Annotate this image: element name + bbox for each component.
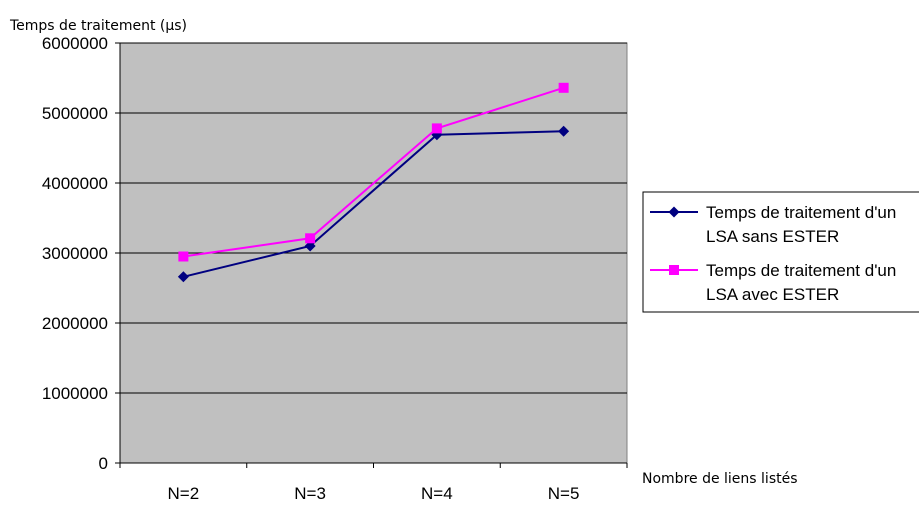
legend-label: LSA avec ESTER: [706, 285, 839, 304]
legend-swatch-marker: [668, 206, 680, 218]
x-tick-label: N=3: [294, 484, 326, 503]
y-axis-ticks: 0 1000000 2000000 3000000 4000000 5000000 6000…: [42, 34, 120, 473]
data-point-marker: [558, 125, 570, 137]
grid-lines: [119, 42, 627, 464]
series-line: [183, 86, 564, 258]
data-point-marker: [177, 271, 189, 283]
data-point-marker: [305, 233, 316, 244]
x-axis-label: Nombre de liens listés: [642, 471, 798, 487]
y-tick-label: 1000000: [42, 384, 108, 403]
y-tick-label: 3000000: [42, 244, 108, 263]
series-group: [177, 82, 570, 283]
series-2: [178, 82, 569, 262]
data-point-marker: [178, 251, 189, 262]
x-tick-label: N=5: [548, 484, 580, 503]
y-axis-label: Temps de traitement (µs): [9, 18, 187, 34]
y-tick-label: 2000000: [42, 314, 108, 333]
legend-swatch-marker: [669, 265, 679, 275]
y-tick-label: 5000000: [42, 104, 108, 123]
legend-label: Temps de traitement d'un: [706, 261, 896, 280]
data-point-marker: [558, 82, 569, 93]
x-tick-label: N=2: [168, 484, 200, 503]
legend: Temps de traitement d'un LSA sans ESTER Te…: [642, 191, 919, 313]
x-tick-label: N=4: [421, 484, 453, 503]
data-point-marker: [431, 123, 442, 134]
y-tick-label: 0: [99, 454, 108, 473]
legend-label: LSA sans ESTER: [706, 227, 839, 246]
series-line: [183, 130, 564, 278]
y-tick-label: 6000000: [42, 34, 108, 53]
y-tick-label: 4000000: [42, 174, 108, 193]
legend-label: Temps de traitement d'un: [706, 203, 896, 222]
x-axis-ticks: N=2 N=3 N=4 N=5: [119, 463, 628, 503]
